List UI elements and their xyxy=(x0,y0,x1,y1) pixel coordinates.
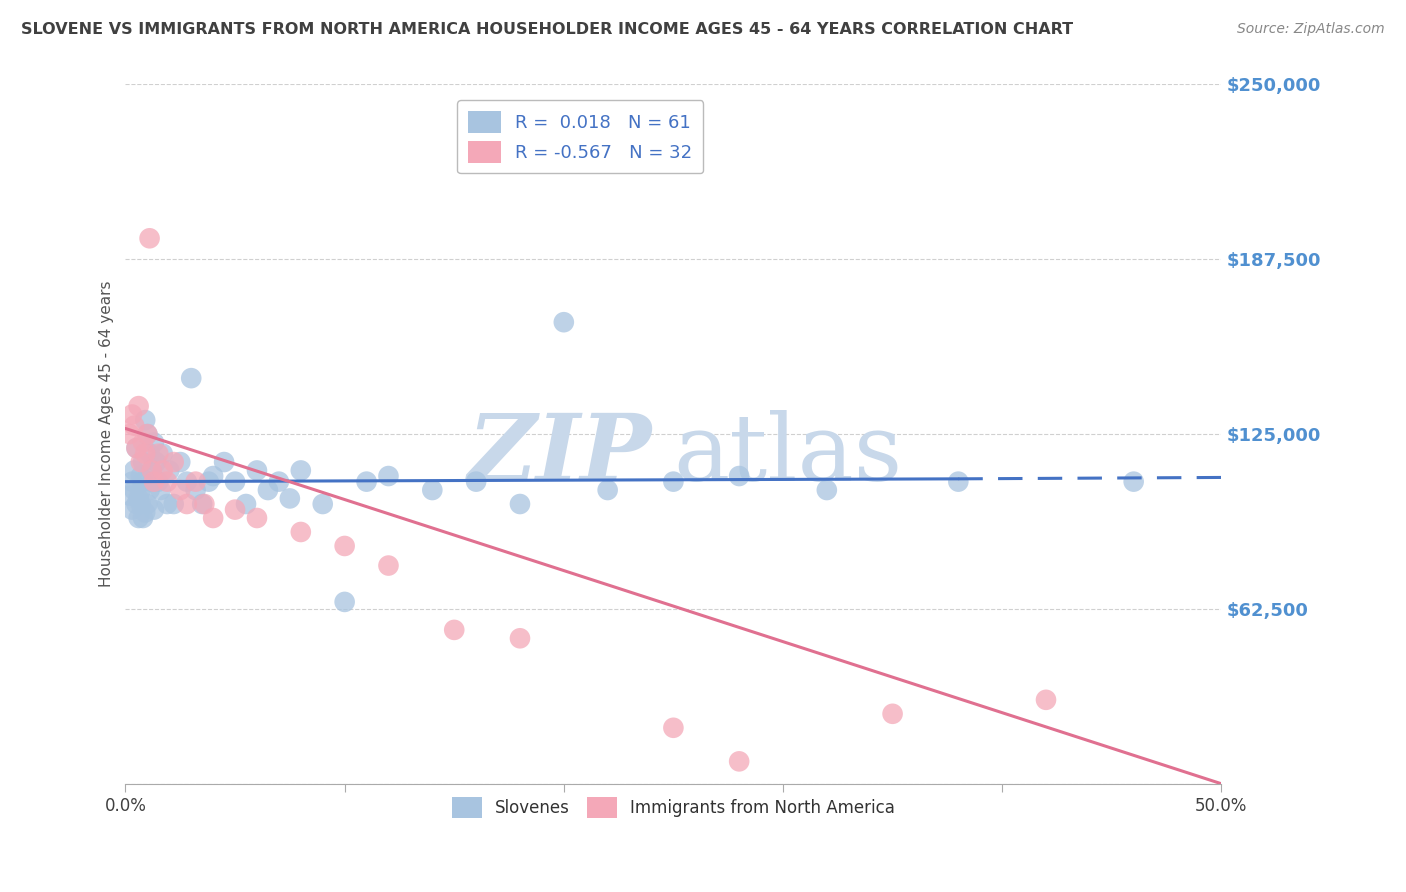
Point xyxy=(143,475,166,489)
Point xyxy=(290,524,312,539)
Point xyxy=(224,475,246,489)
Point xyxy=(132,511,155,525)
Point xyxy=(191,497,214,511)
Point xyxy=(202,511,225,525)
Point xyxy=(148,447,170,461)
Point xyxy=(184,475,207,489)
Point xyxy=(136,427,159,442)
Point xyxy=(152,447,174,461)
Point xyxy=(122,483,145,497)
Point xyxy=(141,463,163,477)
Point xyxy=(509,497,531,511)
Point xyxy=(596,483,619,497)
Point xyxy=(125,441,148,455)
Point xyxy=(132,435,155,450)
Point xyxy=(815,483,838,497)
Point xyxy=(149,483,172,497)
Text: ZIP: ZIP xyxy=(467,410,651,500)
Point xyxy=(145,455,167,469)
Point xyxy=(420,483,443,497)
Point xyxy=(121,475,143,489)
Point xyxy=(134,447,156,461)
Point xyxy=(138,231,160,245)
Point xyxy=(134,413,156,427)
Point xyxy=(882,706,904,721)
Point xyxy=(356,475,378,489)
Point xyxy=(1035,693,1057,707)
Point xyxy=(212,455,235,469)
Point xyxy=(193,497,215,511)
Point xyxy=(333,595,356,609)
Point xyxy=(122,418,145,433)
Point xyxy=(662,721,685,735)
Point xyxy=(129,497,152,511)
Text: Source: ZipAtlas.com: Source: ZipAtlas.com xyxy=(1237,22,1385,37)
Point xyxy=(333,539,356,553)
Point xyxy=(143,502,166,516)
Point xyxy=(290,463,312,477)
Point xyxy=(129,455,152,469)
Text: atlas: atlas xyxy=(673,410,903,500)
Point xyxy=(377,469,399,483)
Point xyxy=(224,502,246,516)
Point xyxy=(169,483,191,497)
Point xyxy=(143,435,166,450)
Point xyxy=(948,475,970,489)
Point xyxy=(132,455,155,469)
Point xyxy=(138,483,160,497)
Point xyxy=(148,475,170,489)
Point xyxy=(180,371,202,385)
Point xyxy=(465,475,488,489)
Point xyxy=(132,475,155,489)
Point xyxy=(278,491,301,506)
Point xyxy=(128,491,150,506)
Point xyxy=(156,475,179,489)
Point xyxy=(118,489,141,503)
Point xyxy=(141,475,163,489)
Point xyxy=(157,463,180,477)
Point xyxy=(246,463,269,477)
Point xyxy=(136,427,159,442)
Point xyxy=(235,497,257,511)
Point xyxy=(156,497,179,511)
Point xyxy=(728,755,751,769)
Point xyxy=(125,497,148,511)
Point xyxy=(141,463,163,477)
Point xyxy=(129,469,152,483)
Point xyxy=(152,463,174,477)
Point xyxy=(125,441,148,455)
Y-axis label: Householder Income Ages 45 - 64 years: Householder Income Ages 45 - 64 years xyxy=(100,281,114,587)
Point xyxy=(728,469,751,483)
Point xyxy=(312,497,335,511)
Legend: Slovenes, Immigrants from North America: Slovenes, Immigrants from North America xyxy=(446,790,901,824)
Point xyxy=(202,469,225,483)
Point xyxy=(1122,475,1144,489)
Point xyxy=(176,497,198,511)
Point xyxy=(122,463,145,477)
Point xyxy=(257,483,280,497)
Point xyxy=(267,475,290,489)
Point xyxy=(163,455,186,469)
Point xyxy=(176,475,198,489)
Point xyxy=(138,447,160,461)
Point xyxy=(121,502,143,516)
Point xyxy=(509,632,531,646)
Point xyxy=(184,483,207,497)
Point xyxy=(246,511,269,525)
Text: SLOVENE VS IMMIGRANTS FROM NORTH AMERICA HOUSEHOLDER INCOME AGES 45 - 64 YEARS C: SLOVENE VS IMMIGRANTS FROM NORTH AMERICA… xyxy=(21,22,1073,37)
Point xyxy=(377,558,399,573)
Point xyxy=(553,315,575,329)
Point xyxy=(134,505,156,519)
Point xyxy=(129,483,152,497)
Point xyxy=(443,623,465,637)
Point xyxy=(128,399,150,413)
Point xyxy=(136,497,159,511)
Point xyxy=(118,427,141,442)
Point xyxy=(197,475,219,489)
Point xyxy=(662,475,685,489)
Point xyxy=(121,408,143,422)
Point xyxy=(169,455,191,469)
Point xyxy=(163,497,186,511)
Point xyxy=(128,511,150,525)
